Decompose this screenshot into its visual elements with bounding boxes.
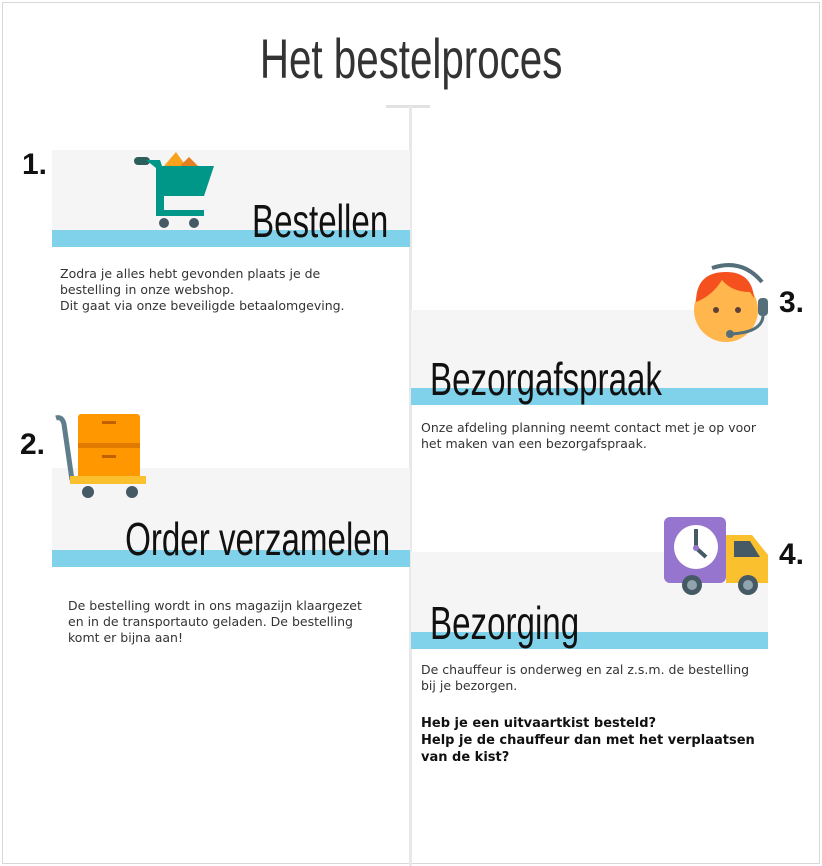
text-line: het maken van een bezorgafspraak.	[421, 436, 647, 451]
note-line: Help je de chauffeur dan met het verplaa…	[421, 733, 755, 748]
shopping-cart-icon	[134, 152, 214, 228]
hand-truck-boxes-icon	[55, 414, 146, 498]
title-text: Het bestelproces	[259, 27, 563, 90]
text-line: Dit gaat via onze beveiligde betaalomgev…	[60, 298, 345, 313]
step3-number: 3.	[779, 286, 805, 319]
page-title: Het bestelproces	[0, 26, 822, 91]
step1-heading: Bestellen	[199, 198, 388, 244]
step1-text: Zodra je alles hebt gevonden plaats je d…	[60, 266, 345, 314]
step4-bar	[411, 632, 768, 649]
text-line: bestelling in onze webshop.	[60, 282, 234, 297]
text-line: De chauffeur is onderweg en zal z.s.m. d…	[421, 662, 750, 677]
step3-heading: Bezorgafspraak	[430, 356, 752, 402]
step2-heading: Order verzamelen	[22, 516, 390, 562]
step1-bar	[52, 230, 410, 247]
text-line: Zodra je alles hebt gevonden plaats je d…	[60, 266, 321, 281]
delivery-truck-clock-icon	[664, 517, 768, 595]
step2-bar	[52, 550, 410, 567]
text-line: bij je bezorgen.	[421, 678, 518, 693]
step3-bar	[411, 388, 768, 405]
step1-heading-text: Bestellen	[251, 195, 388, 247]
step2-text: De bestelling wordt in ons magazijn klaa…	[68, 598, 362, 646]
text-line: De bestelling wordt in ons magazijn klaa…	[68, 598, 362, 613]
timeline-line	[409, 106, 412, 866]
step1-panel	[52, 150, 410, 230]
step4-heading: Bezorging	[430, 600, 637, 646]
step2-number: 2.	[20, 428, 46, 461]
step2-heading-text: Order verzamelen	[124, 513, 390, 565]
step4-number: 4.	[779, 538, 805, 571]
step4-note: Heb je een uitvaartkist besteld? Help je …	[421, 715, 755, 766]
text-line: en in de transportauto geladen. De beste…	[68, 614, 353, 629]
step3-heading-text: Bezorgafspraak	[430, 353, 662, 405]
step4-text: De chauffeur is onderweg en zal z.s.m. d…	[421, 662, 749, 694]
step4-heading-text: Bezorging	[430, 597, 580, 649]
headset-agent-icon	[694, 263, 768, 342]
note-line: van de kist?	[421, 750, 510, 765]
text-line: Onze afdeling planning neemt contact met…	[421, 420, 757, 435]
divider	[386, 105, 430, 108]
step3-text: Onze afdeling planning neemt contact met…	[421, 420, 756, 452]
text-line: komt er bijna aan!	[68, 630, 183, 645]
note-line: Heb je een uitvaartkist besteld?	[421, 716, 657, 731]
step1-number: 1.	[22, 148, 48, 181]
